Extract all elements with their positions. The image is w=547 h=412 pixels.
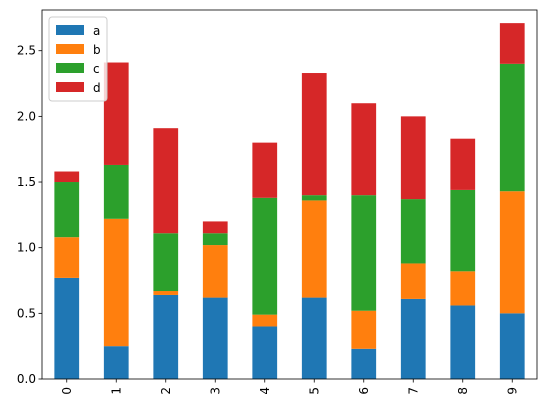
bar-b-3	[202, 245, 228, 298]
bar-a-4	[252, 326, 278, 379]
bar-d-9	[499, 23, 525, 64]
y-tick-label: 2.5	[17, 44, 36, 58]
x-tick-label: 2	[159, 387, 173, 395]
legend-label-a: a	[93, 24, 100, 38]
bar-a-8	[450, 305, 476, 379]
legend-label-c: c	[93, 62, 100, 76]
bar-d-2	[153, 128, 179, 234]
legend-swatch-d	[56, 82, 84, 92]
bar-b-0	[54, 237, 80, 278]
bar-a-2	[153, 294, 179, 379]
bar-c-2	[153, 233, 179, 292]
bar-d-4	[252, 142, 278, 198]
y-tick-label: 0.5	[17, 306, 36, 320]
y-tick-label: 0.0	[17, 372, 36, 386]
y-tick-label: 1.0	[17, 241, 36, 255]
bar-a-9	[499, 313, 525, 379]
legend-label-d: d	[93, 81, 101, 95]
bar-b-7	[400, 263, 426, 299]
bar-a-1	[103, 346, 129, 379]
x-tick-label: 4	[258, 387, 272, 395]
bar-d-8	[450, 138, 476, 190]
bar-d-7	[400, 116, 426, 200]
y-tick-label: 2.0	[17, 109, 36, 123]
bar-a-6	[351, 348, 377, 379]
bar-a-7	[400, 298, 426, 379]
bar-b-8	[450, 271, 476, 306]
bar-b-2	[153, 291, 179, 295]
bar-c-9	[499, 63, 525, 192]
legend-swatch-a	[56, 25, 84, 35]
x-tick-label: 7	[406, 387, 420, 395]
x-tick-label: 0	[60, 387, 74, 395]
bar-d-3	[202, 221, 228, 234]
x-axis: 0 1 2 3 4 5 6 7 8 9	[60, 379, 519, 395]
bar-b-1	[103, 218, 129, 347]
bar-a-5	[301, 297, 327, 379]
bar-c-3	[202, 233, 228, 246]
bar-d-0	[54, 171, 80, 183]
bar-c-8	[450, 189, 476, 272]
plot-frame	[41, 9, 538, 380]
legend-label-b: b	[93, 43, 101, 57]
bar-c-1	[103, 164, 129, 219]
bar-a-0	[54, 277, 80, 379]
bar-d-5	[301, 73, 327, 196]
bar-c-7	[400, 199, 426, 264]
bar-a-3	[202, 297, 228, 379]
x-tick-label: 8	[456, 387, 470, 395]
legend-swatch-b	[56, 44, 84, 54]
y-tick-label: 1.5	[17, 175, 36, 189]
bar-b-4	[252, 314, 278, 327]
bar-b-5	[301, 200, 327, 298]
bar-c-6	[351, 195, 377, 311]
bar-c-4	[252, 197, 278, 315]
x-tick-label: 9	[505, 387, 519, 395]
bar-b-6	[351, 310, 377, 349]
x-tick-label: 1	[109, 387, 123, 395]
bar-d-1	[103, 62, 129, 165]
bar-c-0	[54, 182, 80, 238]
x-tick-label: 6	[357, 387, 371, 395]
bars-layer	[54, 23, 525, 379]
x-tick-label: 3	[208, 387, 222, 395]
x-tick-label: 5	[307, 387, 321, 395]
legend-box	[48, 16, 108, 102]
bar-d-6	[351, 103, 377, 196]
legend-swatch-c	[56, 63, 84, 73]
y-axis: 0.0 0.5 1.0 1.5 2.0 2.5	[17, 44, 42, 386]
bar-c-5	[301, 195, 327, 201]
bar-b-9	[499, 191, 525, 314]
